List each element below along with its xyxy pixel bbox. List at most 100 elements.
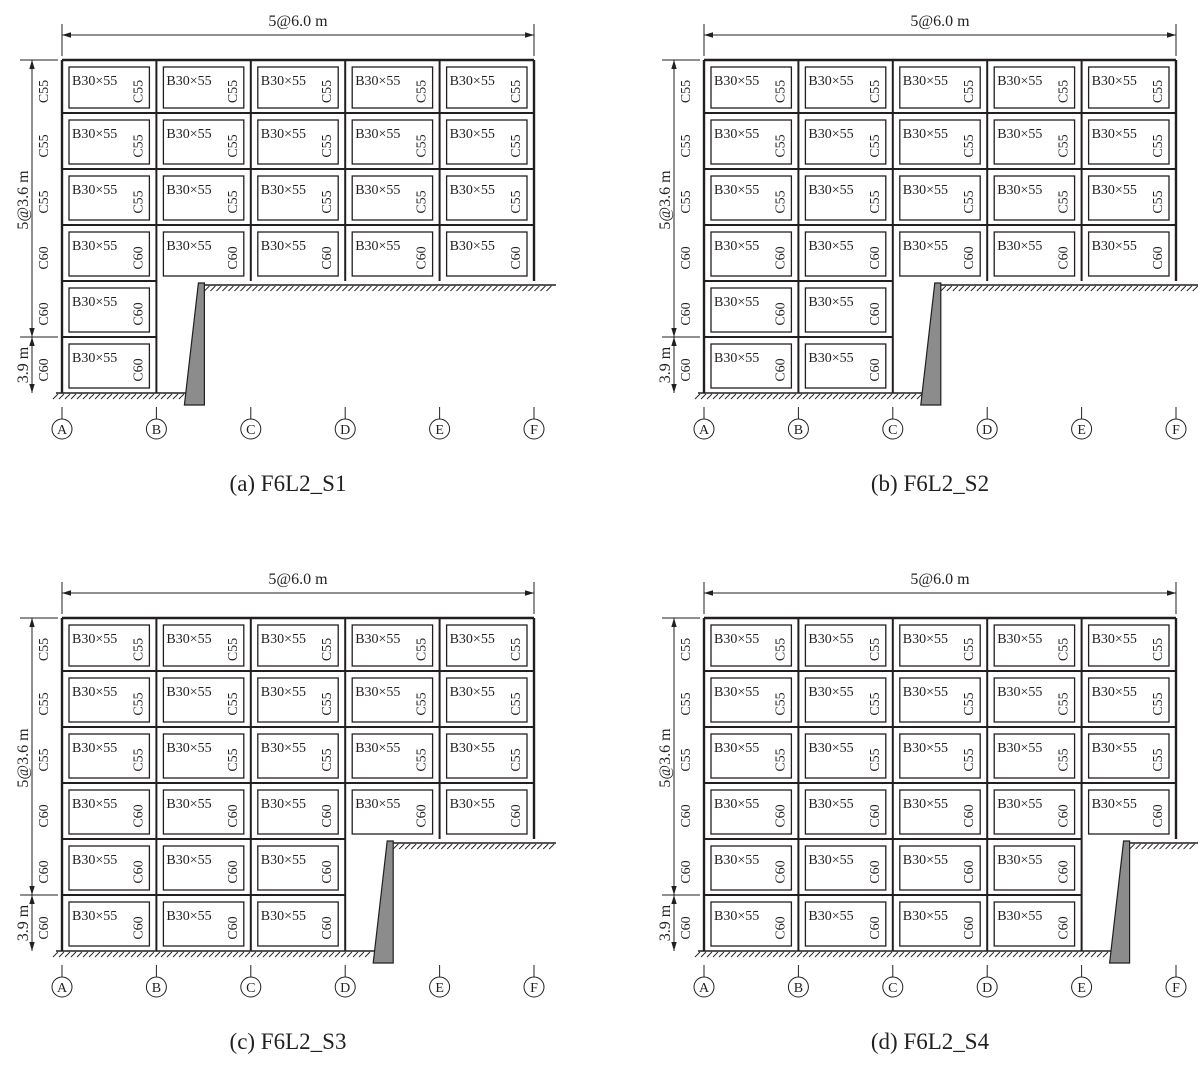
hatch-tick bbox=[328, 951, 335, 958]
hatch-tick bbox=[1036, 285, 1043, 292]
column-label: C60 bbox=[131, 358, 146, 381]
frame-cell bbox=[162, 733, 245, 779]
beam-label: B30×55 bbox=[261, 741, 306, 756]
hatch-tick bbox=[1180, 285, 1187, 292]
panel-caption: (a) F6L2_S1 bbox=[230, 471, 347, 496]
hatch-tick bbox=[880, 951, 887, 958]
axis-bubble bbox=[523, 418, 545, 440]
axis-label: B bbox=[152, 981, 161, 996]
column-label: C60 bbox=[131, 804, 146, 827]
column-label: C60 bbox=[131, 860, 146, 883]
hatch-tick bbox=[766, 951, 773, 958]
column-label: C55 bbox=[1151, 638, 1166, 661]
ground-dimension-label: 3.9 m bbox=[15, 904, 32, 941]
axis-label: A bbox=[699, 981, 710, 996]
column-label: C60 bbox=[773, 804, 788, 827]
hatch-tick bbox=[130, 393, 137, 400]
hatch-tick bbox=[1132, 285, 1139, 292]
axis-bubble bbox=[429, 418, 451, 440]
left-column-label: C60 bbox=[37, 302, 52, 325]
hatch-tick bbox=[210, 285, 216, 292]
beam-label: B30×55 bbox=[261, 909, 306, 924]
hatch-tick bbox=[778, 951, 785, 958]
frame-cell bbox=[445, 733, 528, 779]
beam-label: B30×55 bbox=[714, 239, 759, 254]
frame-cell bbox=[899, 119, 981, 165]
beam-label: B30×55 bbox=[72, 632, 117, 647]
hatch-tick bbox=[486, 285, 492, 292]
upper-ground-hatch bbox=[934, 285, 1199, 292]
hatch-tick bbox=[1174, 285, 1181, 292]
frame-cell bbox=[68, 624, 151, 667]
beam-label: B30×55 bbox=[355, 239, 400, 254]
beam-label: B30×55 bbox=[355, 632, 400, 647]
beam-label: B30×55 bbox=[997, 632, 1042, 647]
hatch-tick bbox=[288, 285, 294, 292]
beam-label: B30×55 bbox=[714, 74, 759, 89]
hatch-tick bbox=[706, 951, 713, 958]
column-label: C60 bbox=[1057, 916, 1072, 939]
hatch-tick bbox=[392, 843, 399, 850]
hatch-tick bbox=[982, 285, 989, 292]
beam-label: B30×55 bbox=[903, 127, 948, 142]
frame-cell bbox=[1087, 119, 1170, 165]
hatch-tick bbox=[268, 951, 275, 958]
hatch-tick bbox=[898, 393, 905, 400]
column-label: C55 bbox=[962, 638, 977, 661]
upper-ground-hatch bbox=[1123, 843, 1195, 850]
frame-cell bbox=[68, 66, 151, 109]
beam-label: B30×55 bbox=[714, 183, 759, 198]
hatch-tick bbox=[1138, 285, 1145, 292]
hatch-tick bbox=[346, 951, 353, 958]
frame-cell bbox=[257, 119, 339, 165]
hatch-tick bbox=[276, 285, 282, 292]
upper-dimension-label: 5@3.6 m bbox=[15, 170, 32, 230]
hatch-tick bbox=[88, 951, 95, 958]
hatch-tick bbox=[214, 951, 221, 958]
hatch-tick bbox=[542, 843, 549, 850]
frame-cell bbox=[1087, 624, 1170, 667]
hatch-tick bbox=[880, 393, 887, 400]
hatch-tick bbox=[910, 951, 917, 958]
panel-b: B30×55 C55 B30×55 C55 B30×55 C55 B30×55 C55 B30×… bbox=[657, 13, 1199, 496]
hatch-tick bbox=[946, 951, 953, 958]
panel-c: B30×55 C55 B30×55 C55 B30×55 C55 B30×55 C55 B30×… bbox=[15, 571, 556, 1054]
hatch-tick bbox=[1024, 285, 1031, 292]
frame-cell bbox=[445, 231, 528, 277]
lower-ground-hatch bbox=[52, 951, 371, 958]
hatch-tick bbox=[718, 393, 725, 400]
axis-label: D bbox=[340, 981, 350, 996]
beam-label: B30×55 bbox=[72, 909, 117, 924]
hatch-tick bbox=[1120, 285, 1127, 292]
beam-label: B30×55 bbox=[1092, 632, 1137, 647]
hatch-tick bbox=[1054, 951, 1061, 958]
hatch-tick bbox=[946, 285, 953, 292]
column-label: C60 bbox=[773, 246, 788, 269]
frame-cell bbox=[804, 175, 887, 221]
hatch-tick bbox=[868, 951, 875, 958]
retaining-wall bbox=[920, 282, 942, 406]
frame-cell bbox=[899, 66, 981, 109]
column-label: C55 bbox=[131, 748, 146, 771]
beam-label: B30×55 bbox=[1092, 74, 1137, 89]
left-column-label: C55 bbox=[37, 190, 52, 213]
axis-label: E bbox=[435, 981, 444, 996]
hatch-tick bbox=[546, 285, 552, 292]
frame-cell bbox=[710, 845, 793, 891]
hatch-tick bbox=[742, 951, 749, 958]
column-label: C55 bbox=[1057, 190, 1072, 213]
upper-dimension-label: 5@3.6 m bbox=[657, 170, 674, 230]
left-column-label: C55 bbox=[679, 134, 694, 157]
column-label: C55 bbox=[1151, 80, 1166, 103]
beam-label: B30×55 bbox=[714, 853, 759, 868]
hatch-tick bbox=[820, 951, 827, 958]
column-label: C55 bbox=[1057, 638, 1072, 661]
frame-cell bbox=[993, 66, 1076, 109]
hatch-tick bbox=[270, 285, 276, 292]
beam-label: B30×55 bbox=[997, 127, 1042, 142]
hatch-tick bbox=[922, 951, 929, 958]
hatch-tick bbox=[1000, 951, 1007, 958]
panel-d: B30×55 C55 B30×55 C55 B30×55 C55 B30×55 C55 B30×… bbox=[657, 571, 1198, 1054]
hatch-tick bbox=[808, 393, 815, 400]
